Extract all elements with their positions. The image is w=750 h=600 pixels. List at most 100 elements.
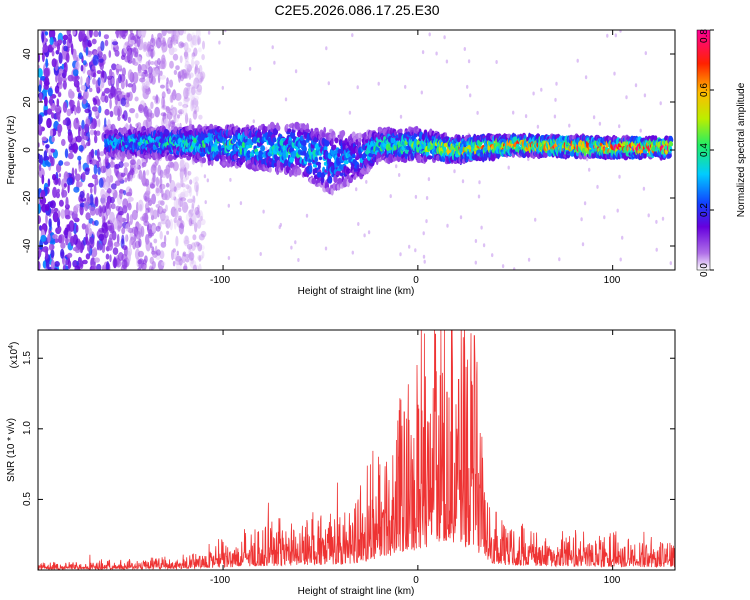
- spectrogram-cell: [146, 169, 150, 176]
- spectrogram-cell: [196, 219, 202, 229]
- spectrogram-cell: [135, 112, 139, 119]
- chart-title: C2E5.2026.086.17.25.E30: [274, 2, 439, 18]
- spectrogram-cell: [98, 233, 105, 241]
- spectrogram-cell: [101, 243, 106, 254]
- spectrogram-cell: [190, 99, 195, 112]
- spectrogram-cell: [256, 131, 262, 138]
- spectrogram-cell: [107, 195, 111, 206]
- spectrogram-cell: [180, 175, 183, 187]
- spectrogram-cell: [60, 209, 65, 219]
- spectrogram-cell: [106, 261, 110, 270]
- spectrogram-cell: [127, 196, 134, 202]
- spectrogram-cell: [100, 194, 107, 206]
- snr-y-axis-label: SNR (10 * v/v): [6, 418, 17, 482]
- spectrogram-cell: [79, 190, 85, 199]
- snr-series-line: [38, 330, 675, 570]
- spectrogram-cell: [157, 164, 162, 176]
- spectrogram-cell: [185, 82, 192, 87]
- spectrogram-cell: [478, 180, 481, 185]
- spectrogram-cell: [147, 224, 150, 231]
- spectrogram-cell: [109, 110, 114, 118]
- spectrogram-cell: [88, 237, 95, 249]
- spectrogram-cell: [127, 83, 133, 88]
- spectrogram-cell: [45, 203, 50, 212]
- spectrogram-cell: [182, 251, 187, 257]
- spectrogram-cell: [38, 84, 42, 93]
- spectrogram-cell: [134, 96, 139, 102]
- spectrogram-cell: [160, 112, 167, 117]
- spectrogram-cell: [42, 44, 49, 53]
- spectrogram-cell: [169, 94, 173, 104]
- spectrogram-cell: [116, 233, 120, 244]
- spectrogram-cell: [137, 259, 143, 265]
- spectrogram-cell: [188, 249, 194, 260]
- spectrogram-cell: [117, 115, 121, 121]
- spectrogram-cell: [192, 264, 197, 270]
- spectrogram-cell: [191, 104, 197, 111]
- spectrogram-cell: [85, 76, 90, 88]
- spectrogram-cell: [160, 241, 167, 248]
- spectrogram-cell: [94, 220, 99, 226]
- spectrogram-cell: [95, 208, 99, 216]
- spectrogram-cell: [58, 234, 63, 244]
- spectrogram-cell: [120, 54, 126, 61]
- spectrogram-cell: [101, 204, 106, 214]
- spectrogram-cell: [351, 33, 354, 38]
- spectrogram-cell: [148, 66, 153, 75]
- spectrogram-cell: [72, 30, 76, 36]
- spectrogram-cell: [97, 166, 101, 175]
- spectrogram-cell: [166, 107, 172, 112]
- spectrogram-cell: [260, 145, 266, 152]
- spectrogram-cell: [527, 257, 531, 262]
- spectrogram-cell: [398, 173, 401, 177]
- spectrogram-cell: [57, 92, 62, 98]
- spectrogram-cell: [161, 57, 167, 70]
- spectrogram-cell: [131, 209, 138, 221]
- spectrogram-cell: [153, 238, 158, 244]
- spectrogram-cell: [367, 230, 371, 235]
- spectrogram-cell: [56, 98, 60, 107]
- spectrogram-cell: [157, 58, 161, 65]
- spectrogram-cell: [246, 150, 251, 159]
- spectrogram-cell: [154, 67, 159, 77]
- spectrogram-cell: [185, 253, 190, 259]
- spectrogram-cell: [340, 130, 346, 137]
- spectrogram-cell: [71, 143, 79, 153]
- spectrogram-cell: [192, 34, 199, 46]
- spectrogram-cell: [155, 187, 160, 194]
- spectrogram-cell: [70, 43, 74, 56]
- spectrogram-cell: [195, 184, 199, 197]
- spectrogram-cell: [92, 97, 96, 103]
- spectrogram-cell: [163, 234, 167, 244]
- spectrogram-cell: [453, 169, 456, 174]
- spectrogram-cell: [75, 204, 81, 208]
- spectrogram-cell: [248, 66, 252, 71]
- spectrogram-cell: [194, 66, 197, 75]
- spectrogram-cell: [67, 230, 72, 239]
- spectrogram-cell: [68, 88, 73, 99]
- spectrogram-cell: [191, 195, 196, 207]
- spectrogram-cell: [186, 33, 193, 42]
- spectrogram-cell: [54, 85, 60, 94]
- spectrogram-cell: [99, 207, 102, 214]
- spectrogram-cell: [178, 207, 182, 212]
- spectrogram-cell: [423, 259, 426, 264]
- spectrogram-cell: [172, 260, 176, 267]
- spectrogram-cell: [172, 35, 176, 45]
- spectrogram-cell: [126, 212, 130, 224]
- spectrogram-cell: [67, 260, 72, 269]
- spectrogram-cell: [532, 91, 535, 96]
- spectrogram-cell: [324, 138, 330, 147]
- spectrogram-cell: [159, 74, 166, 80]
- spectrogram-cell: [669, 261, 672, 266]
- spectrogram-cell: [78, 52, 83, 60]
- spectrogram-cell: [339, 172, 344, 177]
- spectrogram-cell: [54, 261, 60, 267]
- spectrogram-cell: [116, 77, 119, 90]
- spectrogram-cell: [305, 128, 311, 133]
- snr-frame: [37, 329, 676, 571]
- spectrogram-cell: [166, 111, 173, 120]
- spectrogram-cell: [278, 225, 281, 230]
- spectrogram-cell: [476, 110, 479, 115]
- spectrogram-cell: [655, 247, 658, 252]
